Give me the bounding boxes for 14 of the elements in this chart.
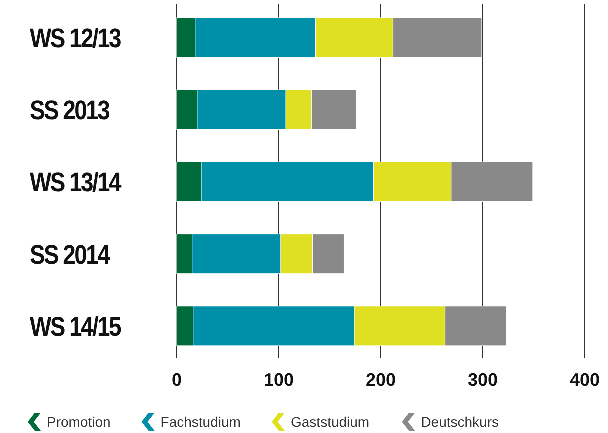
y-tick-label: WS 14/15 xyxy=(30,312,122,342)
x-tick-label: 400 xyxy=(570,370,600,390)
x-tick-label: 100 xyxy=(264,370,294,390)
legend-label: Gaststudium xyxy=(291,414,370,430)
x-tick-label: 300 xyxy=(468,370,498,390)
y-tick-label: SS 2014 xyxy=(30,240,110,270)
x-tick-label: 200 xyxy=(366,370,396,390)
x-tick-label: 0 xyxy=(172,370,182,390)
legend-label: Deutschkurs xyxy=(421,414,500,430)
y-tick-label: SS 2013 xyxy=(30,96,110,126)
legend-label: Fachstudium xyxy=(160,414,241,430)
legend-label: Promotion xyxy=(47,414,111,430)
y-tick-label: WS 12/13 xyxy=(30,24,122,54)
y-tick-label: WS 13/14 xyxy=(30,168,122,198)
